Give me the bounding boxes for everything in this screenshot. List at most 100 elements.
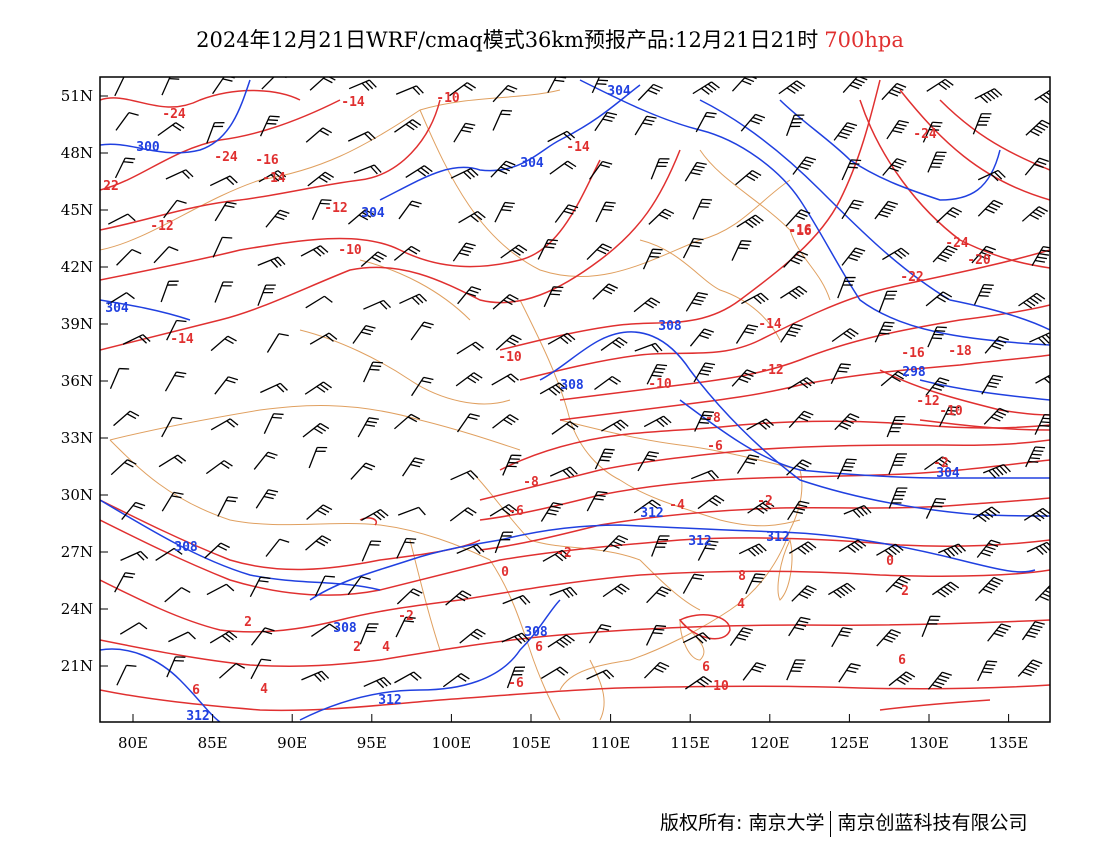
- wind-barb-staff: [692, 81, 712, 95]
- wind-barb-feather: [604, 448, 615, 451]
- wind-barb-feather: [1027, 665, 1038, 671]
- wind-barb-feather: [954, 545, 963, 554]
- wind-barb-feather: [506, 416, 516, 423]
- wind-barb-feather: [373, 513, 382, 521]
- wind-barb-feather: [939, 254, 950, 260]
- wind-barb-feather: [420, 167, 430, 175]
- wind-barb-feather: [595, 494, 606, 498]
- wind-barb-staff: [983, 407, 1000, 425]
- wind-barb-staff: [396, 538, 407, 559]
- wind-barb-feather: [942, 456, 952, 463]
- wind-barb-staff: [304, 381, 324, 395]
- wind-barb-feather: [695, 295, 706, 299]
- wind-barb-feather: [566, 332, 576, 341]
- wind-barb-feather: [220, 462, 230, 469]
- temperature-contour-label: -10: [648, 377, 672, 392]
- wind-barb-feather: [364, 209, 375, 216]
- wind-barb-feather: [747, 548, 756, 557]
- wind-barb-feather: [562, 589, 570, 599]
- wind-barb-feather: [455, 595, 466, 602]
- wind-barb-feather: [765, 418, 774, 427]
- wind-barb-feather: [176, 371, 187, 375]
- longitude-axis: 80E 85E 90E 95E 100E 105E 110E 115E 120E 125E 130E…: [118, 714, 1028, 752]
- wind-barb-feather: [793, 626, 805, 631]
- wind-barb-feather: [504, 201, 515, 205]
- temperature-contour-label: -10: [498, 350, 522, 365]
- wind-barb-feather: [473, 372, 483, 379]
- wind-barb-feather: [659, 661, 670, 668]
- wind-barb-feather: [228, 631, 238, 639]
- wind-barb-feather: [561, 549, 571, 558]
- wind-barb-feather: [324, 295, 333, 303]
- wind-barb-feather: [934, 501, 945, 504]
- wind-barb-staff: [547, 634, 567, 648]
- wind-barb-feather: [362, 465, 373, 471]
- wind-barb-feather: [762, 502, 772, 510]
- wind-barb-feather: [753, 665, 764, 670]
- wind-barb-feather: [323, 77, 333, 84]
- wind-barb-feather: [702, 365, 714, 369]
- wind-barb-feather: [376, 511, 386, 519]
- wind-barb-feather: [517, 634, 526, 643]
- wind-barb-staff: [394, 413, 412, 430]
- wind-barb-staff: [927, 151, 938, 173]
- wind-barb-feather: [473, 213, 483, 221]
- lon-tick-label: 80E: [118, 734, 148, 752]
- wind-barb-feather: [616, 421, 626, 429]
- wind-barb-feather: [793, 82, 803, 90]
- wind-barb-feather: [1026, 299, 1036, 307]
- wind-barb-feather: [475, 341, 484, 349]
- wind-barb-feather: [895, 581, 906, 587]
- wind-barb-feather: [380, 509, 389, 517]
- wind-barb-feather: [891, 88, 901, 94]
- wind-barb-feather: [836, 588, 846, 597]
- wind-barb-feather: [279, 538, 290, 543]
- title-main: 2024年12月21日WRF/cmaq模式36km预报产品:12月21日21时: [196, 28, 819, 52]
- wind-barb-feather: [985, 585, 996, 591]
- wind-barb-feather: [738, 378, 749, 384]
- wind-barb-feather: [224, 204, 235, 209]
- wind-barb-staff: [586, 491, 599, 512]
- wind-barb-feather: [373, 164, 382, 173]
- wind-barb-feather: [646, 454, 657, 458]
- wind-barb-staff: [209, 631, 230, 644]
- wind-barb-staff: [973, 284, 985, 305]
- wind-barb-feather: [1029, 662, 1040, 668]
- wind-barb-feather: [372, 361, 383, 364]
- wind-barb-staff: [308, 447, 318, 469]
- temperature-contour-label: 6: [702, 660, 710, 675]
- wind-barb-feather: [221, 635, 231, 643]
- lon-tick-label: 105E: [511, 734, 551, 752]
- wind-barb-feather: [993, 413, 1004, 419]
- wind-barb-feather: [999, 335, 1009, 341]
- height-contour-label: 312: [688, 534, 711, 549]
- temperature-label-group: -24-14 -10-14-16-14-12-10-1022-16-24-24-2…: [103, 91, 991, 698]
- wind-barb-feather: [796, 623, 807, 627]
- wind-barb-feather: [565, 207, 576, 212]
- wind-barb-feather: [703, 676, 713, 683]
- wind-barb-feather: [361, 82, 370, 91]
- wind-barb-feather: [497, 169, 508, 175]
- wind-barb-staff: [788, 617, 802, 637]
- wind-barb-feather: [360, 576, 371, 580]
- wind-barb-feather: [605, 201, 616, 204]
- wind-barb-feather: [470, 470, 479, 479]
- wind-barb-feather: [413, 671, 422, 679]
- wind-barb-feather: [842, 627, 853, 630]
- wind-barb-feather: [883, 207, 894, 212]
- wind-barb-feather: [801, 413, 811, 419]
- temperature-contour-label: 22: [103, 179, 119, 194]
- wind-barb-feather: [895, 543, 904, 552]
- wind-barb-feather: [476, 628, 486, 635]
- wind-barb-feather: [125, 157, 136, 160]
- wind-barb-feather: [985, 664, 996, 667]
- wind-barb-feather: [990, 416, 1001, 422]
- wind-barb-feather: [938, 83, 947, 91]
- wind-barb-feather: [701, 331, 712, 336]
- wind-barb-feather: [458, 592, 469, 599]
- wind-barb-staff: [831, 328, 851, 342]
- wind-barb-feather: [980, 251, 991, 257]
- wind-barb-feather: [863, 505, 872, 514]
- wind-barb-staff: [347, 131, 369, 142]
- wind-barb-feather: [704, 362, 716, 366]
